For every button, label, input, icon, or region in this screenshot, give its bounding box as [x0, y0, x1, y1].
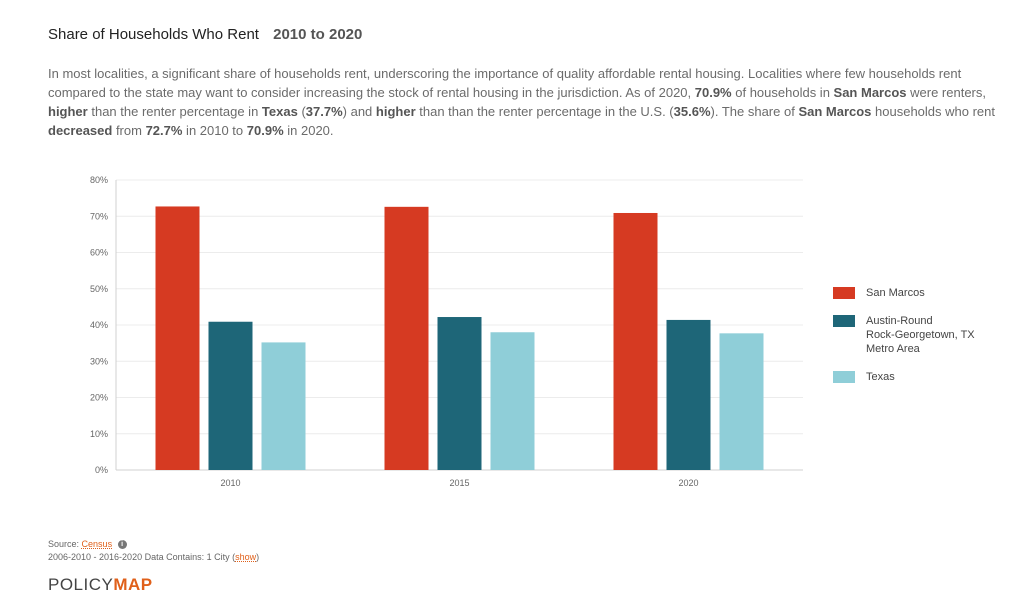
y-tick-label: 30%	[90, 356, 108, 366]
bar	[208, 321, 253, 470]
bar	[613, 212, 658, 471]
description-text: ) and	[342, 104, 376, 119]
description-text: were renters,	[906, 85, 986, 100]
description-highlight: 72.7%	[145, 123, 183, 138]
y-tick-label: 60%	[90, 248, 108, 258]
description-highlight: higher	[375, 104, 416, 119]
y-tick-label: 50%	[90, 284, 108, 294]
description-highlight: 35.6%	[673, 104, 711, 119]
data-contains-line: 2006-2010 - 2016-2020 Data Contains: 1 C…	[48, 551, 259, 564]
policymap-logo[interactable]: POLICYMAP	[48, 575, 153, 595]
chart-legend: San Marcos Austin-Round Rock-Georgetown, T…	[833, 286, 1003, 398]
description-highlight: San Marcos	[798, 104, 872, 119]
chart-date-range: 2010 to 2020	[273, 26, 363, 43]
chart-title: Share of Households Who Rent	[48, 26, 259, 43]
description-text: than than the renter percentage in the U…	[415, 104, 674, 119]
description-highlight: higher	[48, 104, 88, 119]
show-link[interactable]: show	[235, 552, 257, 562]
source-block: Source: Census i 2006-2010 - 2016-2020 D…	[48, 538, 259, 564]
data-contains-suffix: )	[256, 552, 260, 562]
data-contains-text: 2006-2010 - 2016-2020 Data Contains: 1 C…	[48, 552, 236, 562]
info-icon[interactable]: i	[117, 540, 127, 549]
legend-label: Texas	[866, 370, 895, 384]
description-text: in 2010 to	[182, 123, 247, 138]
description-highlight: decreased	[48, 123, 113, 138]
source-link[interactable]: Census	[81, 539, 113, 549]
bar	[437, 317, 482, 470]
chart-description: In most localities, a significant share …	[48, 64, 998, 140]
y-tick-label: 70%	[90, 211, 108, 221]
legend-label-line: San Marcos	[866, 287, 925, 299]
description-text: in 2020.	[283, 123, 334, 138]
bar-chart: 0% 10% 20% 30% 40% 50% 60% 70% 80% 2010 2015 2020	[90, 175, 803, 488]
bar	[384, 206, 429, 470]
legend-swatch	[833, 287, 855, 299]
description-text: (	[297, 104, 306, 119]
legend-label-line: Austin-Round	[866, 315, 933, 327]
bar	[666, 319, 711, 470]
legend-label: Austin-Round Rock-Georgetown, TX Metro Are…	[866, 314, 975, 356]
y-tick-label: 0%	[95, 465, 108, 475]
legend-item[interactable]: Austin-Round Rock-Georgetown, TX Metro Are…	[833, 314, 1003, 356]
y-tick-label: 10%	[90, 429, 108, 439]
y-tick-label: 20%	[90, 393, 108, 403]
description-highlight: 70.9%	[694, 85, 732, 100]
y-tick-label: 40%	[90, 320, 108, 330]
description-highlight: 70.9%	[246, 123, 284, 138]
legend-swatch	[833, 315, 855, 327]
legend-label-line: Texas	[866, 371, 895, 383]
legend-label-line: Metro Area	[866, 343, 920, 355]
description-highlight: 37.7%	[305, 104, 343, 119]
source-line: Source: Census i	[48, 538, 259, 551]
y-tick-label: 80%	[90, 175, 108, 185]
description-text: from	[112, 123, 146, 138]
legend-label-line: Rock-Georgetown, TX	[866, 329, 975, 341]
bar	[719, 333, 764, 470]
chart-header: Share of Households Who Rent 2010 to 202…	[48, 26, 362, 43]
description-highlight: San Marcos	[833, 85, 907, 100]
description-text: of households in	[731, 85, 834, 100]
description-text: In most localities, a significant share …	[48, 66, 962, 100]
source-label: Source:	[48, 539, 80, 549]
bar	[490, 332, 535, 470]
legend-item[interactable]: Texas	[833, 370, 1003, 384]
legend-item[interactable]: San Marcos	[833, 286, 1003, 300]
x-tick-label: 2020	[678, 478, 698, 488]
description-text: ). The share of	[710, 104, 799, 119]
legend-swatch	[833, 371, 855, 383]
logo-part-policy: POLICY	[48, 575, 114, 594]
legend-label: San Marcos	[866, 286, 925, 300]
bar	[261, 342, 306, 470]
x-tick-label: 2010	[220, 478, 240, 488]
description-text: than the renter percentage in	[87, 104, 262, 119]
description-highlight: Texas	[261, 104, 298, 119]
description-text: households who rent	[871, 104, 996, 119]
x-tick-label: 2015	[449, 478, 469, 488]
logo-part-map: MAP	[113, 575, 153, 594]
bar	[155, 206, 200, 470]
